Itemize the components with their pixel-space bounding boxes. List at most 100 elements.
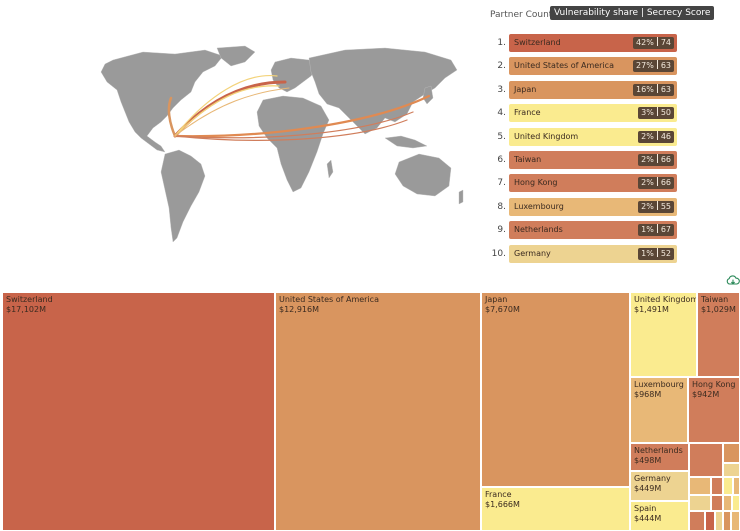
treemap-cell-united-kingdom[interactable]: United Kingdom $1,491M [630, 292, 697, 377]
ranking-row-united-kingdom[interactable]: United Kingdom 2% 46 [509, 127, 677, 146]
ranking-row-japan[interactable]: Japan 16% 63 [509, 80, 677, 99]
country-label: France [514, 108, 541, 118]
ranking-row-luxembourg[interactable]: Luxembourg 2% 55 [509, 197, 677, 216]
treemap-cell-minor[interactable] [723, 463, 740, 477]
treemap-cell-minor[interactable] [689, 495, 711, 511]
ranking-row-netherlands[interactable]: Netherlands 1% 67 [509, 221, 677, 240]
map-africa[interactable] [256, 95, 330, 193]
rank-number: 2. [497, 61, 506, 72]
treemap-value-label: $17,102M [6, 305, 46, 314]
share-score-badge: 27% 63 [633, 60, 674, 73]
country-label: Germany [514, 248, 551, 258]
treemap-country-label: United States of America [279, 295, 379, 304]
treemap-value-label: $12,916M [279, 305, 319, 314]
share-score-badge: 2% 66 [638, 177, 674, 190]
vulnerability-share: 16% [636, 84, 654, 94]
map-indonesia[interactable] [384, 135, 428, 149]
map-australia[interactable] [394, 153, 452, 197]
vulnerability-share: 27% [636, 61, 654, 71]
treemap-country-label: United Kingdom [634, 295, 697, 304]
treemap[interactable]: Switzerland $17,102M United States of Amer… [0, 292, 740, 531]
vulnerability-share: 1% [641, 225, 654, 235]
treemap-cell-minor[interactable] [689, 477, 711, 495]
treemap-cell-japan[interactable]: Japan $7,670M [481, 292, 630, 487]
treemap-country-label: Japan [485, 295, 508, 304]
vulnerability-share: 2% [641, 155, 654, 164]
treemap-cell-switzerland[interactable]: Switzerland $17,102M [2, 292, 275, 531]
world-map[interactable] [95, 42, 465, 247]
country-label: Luxembourg [514, 201, 564, 211]
treemap-cell-minor[interactable] [711, 477, 723, 495]
flow-france[interactable] [174, 85, 280, 137]
secrecy-score: 67 [660, 225, 671, 235]
map-north-america[interactable] [100, 49, 224, 153]
metric-header-badge[interactable]: Vulnerability share | Secrecy Score [550, 6, 715, 20]
secrecy-score: 52 [660, 248, 671, 258]
treemap-cell-minor[interactable] [723, 443, 740, 463]
share-score-badge: 16% 63 [633, 83, 674, 96]
flow-japan[interactable] [173, 94, 431, 138]
treemap-cell-luxembourg[interactable]: Luxembourg $968M [630, 377, 688, 443]
flow-hong-kong[interactable] [174, 119, 408, 141]
ranking-row-united-states-of-america[interactable]: United States of America 27% 63 [509, 57, 677, 76]
cloud-download-icon[interactable] [726, 275, 740, 287]
treemap-cell-minor[interactable] [705, 511, 715, 531]
ranking-row-hong-kong[interactable]: Hong Kong 2% 66 [509, 174, 677, 193]
ranking-row-switzerland[interactable]: Switzerland 42% 74 [509, 34, 677, 52]
treemap-country-label: Taiwan [701, 295, 729, 304]
treemap-cell-hong-kong[interactable]: Hong Kong $942M [688, 377, 740, 443]
ranking-row-germany[interactable]: Germany 1% 52 [509, 244, 677, 263]
vulnerability-share: 2% [641, 201, 654, 211]
partner-country-label: Partner Country [490, 10, 562, 20]
treemap-cell-minor[interactable] [723, 495, 732, 511]
rank-number: 9. [497, 225, 506, 236]
vulnerability-share: 2% [641, 131, 654, 141]
treemap-cell-taiwan[interactable]: Taiwan $1,029M [697, 292, 740, 377]
flow-usa[interactable] [167, 96, 177, 138]
map-asia[interactable] [308, 47, 458, 135]
treemap-cell-netherlands[interactable]: Netherlands $498M [630, 443, 689, 471]
map-japan[interactable] [422, 85, 434, 105]
treemap-cell-minor[interactable] [732, 495, 740, 511]
treemap-country-label: Spain [634, 504, 657, 513]
map-madagascar[interactable] [326, 159, 334, 179]
treemap-cell-minor[interactable] [731, 511, 740, 531]
secrecy-score: 63 [660, 84, 671, 94]
secrecy-score: 66 [660, 178, 671, 188]
flow-uk[interactable] [174, 74, 278, 137]
treemap-country-label: Switzerland [6, 295, 53, 304]
treemap-cell-minor[interactable] [723, 511, 731, 531]
map-greenland[interactable] [216, 45, 256, 67]
treemap-cell-minor[interactable] [689, 443, 723, 477]
secrecy-score: 74 [660, 38, 671, 47]
treemap-country-label: Hong Kong [692, 380, 736, 389]
treemap-cell-minor[interactable] [715, 511, 723, 531]
treemap-value-label: $449M [634, 484, 662, 493]
rank-number: 1. [497, 38, 506, 48]
treemap-value-label: $942M [692, 390, 720, 399]
treemap-cell-minor[interactable] [711, 495, 723, 511]
flow-taiwan[interactable] [174, 111, 414, 139]
flow-europe-other[interactable] [174, 87, 290, 137]
treemap-cell-minor[interactable] [723, 477, 733, 495]
country-label: Japan [514, 84, 537, 94]
treemap-cell-france[interactable]: France $1,666M [481, 487, 630, 531]
secrecy-score: 46 [660, 131, 671, 141]
treemap-cell-minor[interactable] [689, 511, 705, 531]
country-label: United States of America [514, 61, 614, 71]
country-label: Switzerland [514, 38, 561, 47]
rank-number: 8. [497, 201, 506, 212]
secrecy-score: 55 [660, 201, 671, 211]
ranking-row-taiwan[interactable]: Taiwan 2% 66 [509, 151, 677, 169]
treemap-cell-minor[interactable] [733, 477, 740, 495]
treemap-cell-spain[interactable]: Spain $444M [630, 501, 689, 531]
treemap-cell-germany[interactable]: Germany $449M [630, 471, 689, 501]
treemap-value-label: $1,029M [701, 305, 736, 314]
treemap-cell-united-states-of-america[interactable]: United States of America $12,916M [275, 292, 481, 531]
ranking-row-france[interactable]: France 3% 50 [509, 104, 677, 123]
share-score-badge: 2% 66 [638, 154, 674, 166]
map-south-america[interactable] [160, 149, 206, 243]
country-label: Netherlands [514, 225, 563, 235]
map-new-zealand[interactable] [458, 189, 464, 205]
treemap-value-label: $968M [634, 390, 662, 399]
